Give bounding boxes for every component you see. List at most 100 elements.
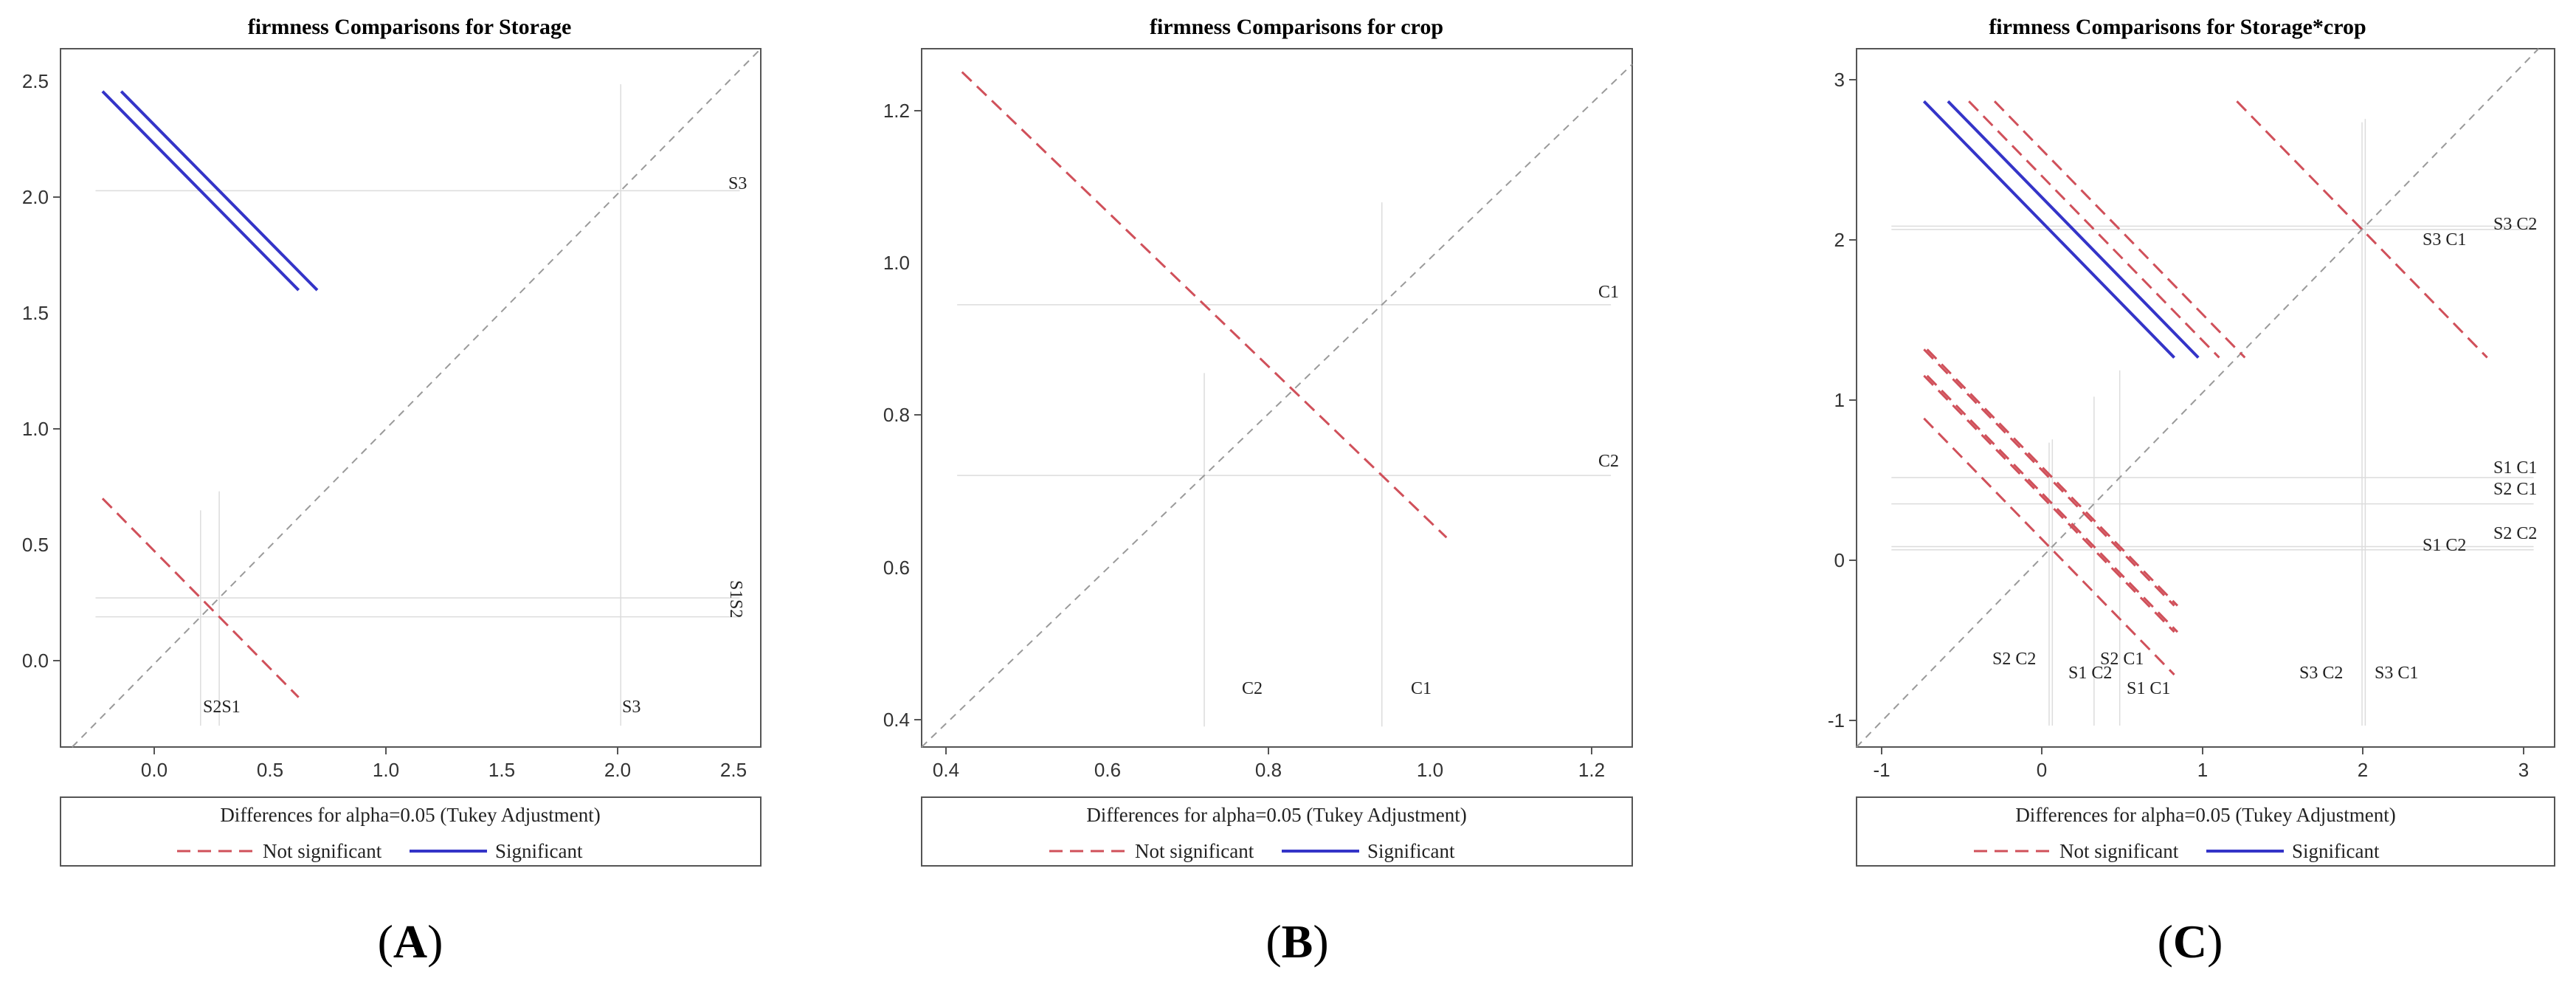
- panel-c-x-tick-label: 1: [2197, 759, 2208, 781]
- panel-b-x-tick-label: 0.4: [933, 759, 959, 781]
- comparison-significant: [120, 90, 319, 292]
- panel-a-legend-not-significant-label: Not significant: [263, 840, 382, 862]
- panel-c-legend-not-significant-label: Not significant: [2059, 840, 2179, 862]
- panel-c-title: firmness Comparisons for Storage*crop: [1989, 15, 2366, 39]
- comparison-significant: [1922, 100, 2176, 359]
- panel-c-x-level-label: S2 C2: [1992, 650, 2036, 669]
- panel-a-y-tick-label: 0.5: [22, 534, 49, 556]
- panel-c: firmness Comparisons for Storage*crop -1…: [1828, 15, 2555, 968]
- panel-b-x-level-label: C1: [1411, 679, 1432, 698]
- panel-c-y-ticks: -1 0 1 2 3: [1828, 69, 1857, 732]
- panel-c-y-level-label: S1 C2: [2423, 536, 2466, 555]
- panel-b-y-tick-label: 1.2: [883, 100, 910, 122]
- panel-b-legend-box: [921, 796, 1633, 867]
- comparison-not-significant: [1926, 374, 2179, 633]
- panel-b-y-tick-label: 0.4: [883, 709, 910, 731]
- reference-diagonal: [1856, 48, 2539, 748]
- panel-b-plot-frame: [921, 48, 1633, 748]
- panel-b-x-tick-label: 1.0: [1417, 759, 1443, 781]
- panel-c-y-level-label: S3 C2: [2493, 215, 2537, 234]
- comparison-significant: [1947, 100, 2200, 359]
- panel-b-x-tick-label: 0.8: [1255, 759, 1282, 781]
- panel-a-y-level-label: S2: [726, 599, 745, 618]
- panel-b-x-tick-label: 1.2: [1578, 759, 1605, 781]
- comparison-not-significant: [1993, 100, 2246, 359]
- panel-c-y-level-label: S3 C1: [2423, 230, 2466, 249]
- comparison-not-significant: [101, 498, 300, 698]
- comparison-not-significant: [1923, 348, 2175, 607]
- panel-b-x-tick-label: 0.6: [1094, 759, 1121, 781]
- comparison-not-significant: [1923, 417, 2175, 676]
- comparison-not-significant: [961, 71, 1448, 539]
- panel-c-x-level-label: S3 C2: [2299, 664, 2343, 683]
- panel-a-x-tick-label: 2.0: [604, 759, 631, 781]
- panel-a-y-tick-label: 0.0: [22, 650, 49, 672]
- panel-c-x-tick-label: 2: [2358, 759, 2368, 781]
- panel-c-legend-significant-label: Significant: [2292, 840, 2380, 862]
- panel-c-x-tick-label: 0: [2037, 759, 2047, 781]
- comparison-significant: [101, 90, 300, 292]
- panel-a-y-level-label: S1: [726, 580, 745, 599]
- panel-a-x-tick-label: 1.0: [373, 759, 399, 781]
- panel-a-x-tick-label: 1.5: [488, 759, 515, 781]
- panel-a-x-tick-label: 0.5: [257, 759, 283, 781]
- panel-c-x-level-label: S2 C1: [2100, 650, 2144, 669]
- panel-c-x-ticks: -1 0 1 2 3: [1873, 747, 2529, 781]
- panel-b-y-level-label: C2: [1598, 452, 1619, 471]
- panel-b-y-tick-label: 1.0: [883, 252, 910, 274]
- panel-b-x-ticks: 0.4 0.6 0.8 1.0 1.2: [933, 747, 1605, 781]
- comparison-not-significant: [2236, 100, 2488, 359]
- panel-c-legend-box: [1856, 796, 2555, 867]
- panel-c-x-level-label: S1 C2: [2068, 664, 2112, 683]
- panel-b-y-tick-label: 0.6: [883, 557, 910, 579]
- panel-a-y-tick-label: 1.0: [22, 418, 49, 440]
- panel-c-plot-frame: [1856, 48, 2555, 748]
- panel-a-x-tick-label: 2.5: [720, 759, 747, 781]
- panel-c-letter: (C): [2158, 915, 2223, 968]
- panel-c-x-level-label: S1 C1: [2127, 679, 2170, 698]
- panel-b-letter: (B): [1265, 915, 1328, 968]
- panel-a-y-tick-label: 2.0: [22, 186, 49, 208]
- comparison-not-significant: [1968, 100, 2220, 359]
- panel-b-legend-significant-label: Significant: [1367, 840, 1455, 862]
- panel-a-title: firmness Comparisons for Storage: [248, 15, 572, 39]
- panel-b-legend-caption: Differences for alpha=0.05 (Tukey Adjust…: [1086, 804, 1466, 826]
- panel-b-y-tick-label: 0.8: [883, 404, 910, 426]
- panel-b-y-level-label: C1: [1598, 283, 1619, 302]
- panel-a-y-ticks: 0.0 0.5 1.0 1.5 2.0 2.5: [22, 70, 61, 672]
- panel-b-x-level-label: C2: [1242, 679, 1263, 698]
- panel-c-legend-caption: Differences for alpha=0.05 (Tukey Adjust…: [2015, 804, 2395, 826]
- panel-a-legend-box: [60, 796, 762, 867]
- panel-c-y-tick-label: 1: [1834, 389, 1845, 411]
- panel-c-x-level-label: S3 C1: [2375, 664, 2418, 683]
- panel-a-x-tick-label: 0.0: [141, 759, 168, 781]
- panel-a-legend-caption: Differences for alpha=0.05 (Tukey Adjust…: [220, 804, 600, 826]
- panel-b-title: firmness Comparisons for crop: [1150, 15, 1443, 39]
- panel-a-x-level-label: S2S1: [203, 698, 241, 717]
- panel-b-legend-not-significant-label: Not significant: [1135, 840, 1254, 862]
- panel-b-y-ticks: 0.4 0.6 0.8 1.0 1.2: [883, 100, 922, 731]
- panel-a-plot-frame: [60, 48, 762, 748]
- panel-a-y-level-label: S3: [728, 174, 747, 193]
- panel-c-marks: [1856, 48, 2539, 748]
- panel-a-x-level-label: S3: [622, 698, 640, 717]
- panel-a: firmness Comparisons for Storage 0.0 0.5…: [22, 15, 762, 968]
- panel-b: firmness Comparisons for crop 0.4 0.6 0.…: [883, 15, 1633, 968]
- comparison-not-significant: [1926, 348, 2179, 607]
- panel-c-y-tick-label: 3: [1834, 69, 1845, 91]
- panel-a-letter: (A): [378, 915, 443, 968]
- panel-a-letter-text: A: [393, 915, 427, 968]
- panel-c-letter-text: C: [2173, 915, 2207, 968]
- comparison-not-significant: [1923, 374, 2175, 633]
- panel-c-y-level-label: S1 C1: [2493, 458, 2537, 478]
- panel-c-y-level-label: S2 C1: [2493, 480, 2537, 499]
- panel-a-x-ticks: 0.0 0.5 1.0 1.5 2.0 2.5: [141, 747, 747, 781]
- panel-a-marks: [72, 48, 762, 748]
- panel-c-x-tick-label: -1: [1873, 759, 1890, 781]
- panel-c-y-tick-label: 0: [1834, 549, 1845, 571]
- panel-c-y-tick-label: -1: [1828, 709, 1845, 732]
- panel-c-y-level-label: S2 C2: [2493, 524, 2537, 543]
- panel-c-y-tick-label: 2: [1834, 229, 1845, 251]
